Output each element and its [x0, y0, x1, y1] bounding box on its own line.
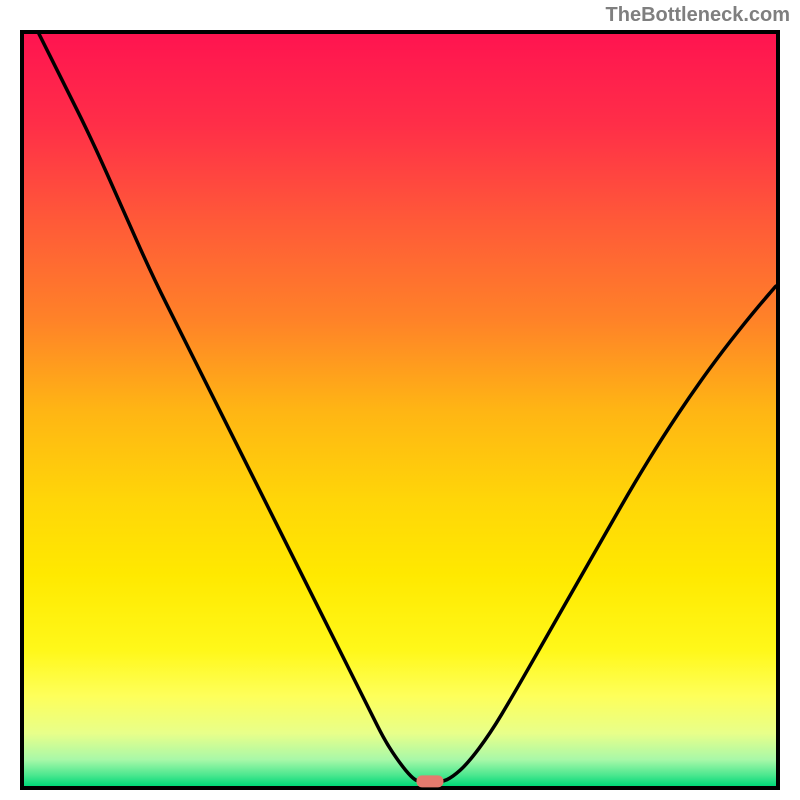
- plot-frame: [20, 30, 780, 790]
- optimum-marker: [417, 776, 444, 787]
- attribution-label: TheBottleneck.com: [606, 4, 790, 27]
- bottleneck-curve: [24, 34, 776, 786]
- chart-container: TheBottleneck.com: [0, 0, 800, 800]
